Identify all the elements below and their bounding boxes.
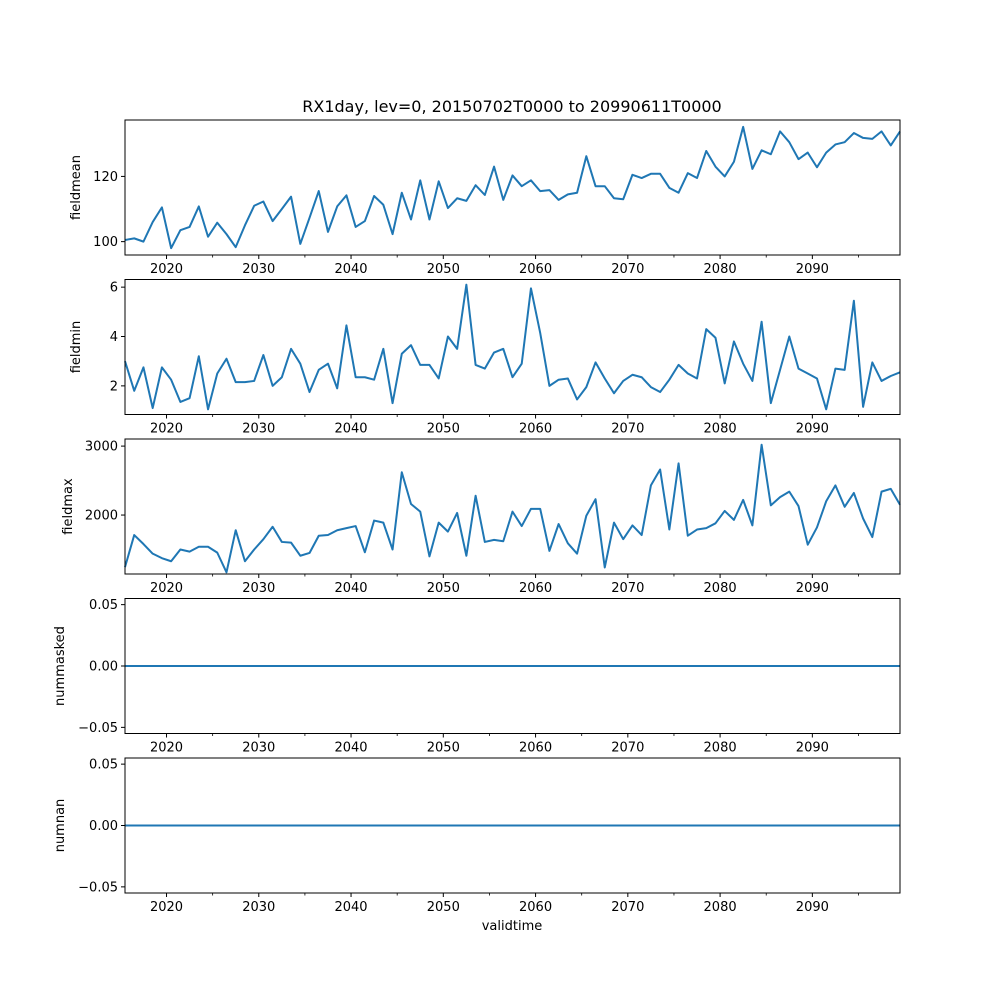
panel-fieldmean: 100 120 2020 2030 2040 2050 2060 2070 2080 2090 fi…	[69, 119, 901, 277]
fieldmean-x-tick-label: 2020	[150, 262, 183, 277]
fieldmin-x-tick-label: 2040	[334, 422, 367, 437]
fieldmax-series-line	[124, 443, 901, 574]
numnan-x-tick-label: 2020	[150, 900, 183, 915]
numnan-x-tick-label: 2090	[796, 900, 829, 915]
numnan-x-tick-label: 2040	[334, 900, 367, 915]
fieldmin-y-tick-label: 2	[110, 379, 118, 394]
panel-fieldmax: 2000 3000 2020 2030 2040 2050 2060 2070 2080 2090…	[61, 438, 901, 596]
nummasked-y-tick-label: −0.05	[78, 721, 118, 736]
fieldmax-x-tick-label: 2030	[242, 581, 275, 596]
fieldmax-x-tick-label: 2040	[334, 581, 367, 596]
numnan-x-tick-label: 2070	[611, 900, 644, 915]
nummasked-y-tick-label: 0.05	[89, 598, 118, 613]
fieldmean-x-tick-label: 2080	[704, 262, 737, 277]
fieldmin-x-tick-label: 2070	[611, 422, 644, 437]
fieldmax-x-tick-label: 2050	[427, 581, 460, 596]
numnan-y-tick-label: 0.05	[89, 758, 118, 773]
fieldmax-x-tick-label: 2020	[150, 581, 183, 596]
fieldmean-x-tick-label: 2060	[519, 262, 552, 277]
fieldmin-x-tick-label: 2030	[242, 422, 275, 437]
fieldmax-x-tick-label: 2090	[796, 581, 829, 596]
numnan-y-tick-label: 0.00	[89, 819, 118, 834]
fieldmin-x-tick-label: 2050	[427, 422, 460, 437]
nummasked-y-tick-label: 0.00	[89, 660, 118, 675]
numnan-x-tick-label: 2050	[427, 900, 460, 915]
fieldmin-x-tick-label: 2080	[704, 422, 737, 437]
fieldmean-y-tick-label: 100	[93, 235, 118, 250]
numnan-y-tick-label: −0.05	[78, 880, 118, 895]
numnan-x-tick-label: 2060	[519, 900, 552, 915]
fieldmin-y-tick-label: 4	[110, 330, 118, 345]
numnan-y-axis-label: numnan	[53, 799, 68, 853]
fieldmax-y-axis-label: fieldmax	[61, 478, 76, 535]
numnan-x-tick-label: 2030	[242, 900, 275, 915]
fieldmax-axes-frame	[124, 438, 901, 575]
nummasked-x-tick-label: 2030	[242, 741, 275, 756]
nummasked-x-tick-label: 2070	[611, 741, 644, 756]
fieldmin-x-tick-label: 2090	[796, 422, 829, 437]
nummasked-x-tick-label: 2090	[796, 741, 829, 756]
fieldmax-x-tick-label: 2080	[704, 581, 737, 596]
fieldmin-y-tick-label: 6	[110, 281, 118, 296]
nummasked-x-tick-label: 2050	[427, 741, 460, 756]
fieldmin-x-tick-label: 2060	[519, 422, 552, 437]
fieldmean-series-line	[124, 125, 901, 250]
panel-numnan: −0.05 0.00 0.05 2020 2030 2040 2050 2060 2070 208…	[53, 757, 901, 915]
fieldmean-x-tick-label: 2050	[427, 262, 460, 277]
panel-fieldmin: 2 4 6 2020 2030 2040 2050 2060 2070 2080 2090 field…	[69, 279, 901, 437]
x-axis-label: validtime	[482, 919, 543, 934]
fieldmin-axes-frame	[124, 279, 901, 415]
fieldmean-axes-frame	[124, 119, 901, 256]
fieldmean-x-tick-label: 2040	[334, 262, 367, 277]
nummasked-y-axis-label: nummasked	[53, 626, 68, 706]
nummasked-x-tick-label: 2060	[519, 741, 552, 756]
nummasked-x-tick-label: 2040	[334, 741, 367, 756]
fieldmin-series-line	[124, 283, 901, 411]
fieldmin-y-axis-label: fieldmin	[69, 321, 84, 374]
fieldmean-x-tick-label: 2090	[796, 262, 829, 277]
fieldmax-x-tick-label: 2070	[611, 581, 644, 596]
subplots: 100 120 2020 2030 2040 2050 2060 2070 2080 2090 fi…	[53, 119, 901, 915]
fieldmean-x-tick-label: 2070	[611, 262, 644, 277]
numnan-x-tick-label: 2080	[704, 900, 737, 915]
fieldmean-y-axis-label: fieldmean	[69, 155, 84, 220]
nummasked-x-tick-label: 2020	[150, 741, 183, 756]
nummasked-x-tick-label: 2080	[704, 741, 737, 756]
fieldmax-y-tick-label: 2000	[85, 509, 118, 524]
panel-nummasked: −0.05 0.00 0.05 2020 2030 2040 2050 2060 2070 208…	[53, 598, 901, 756]
fieldmean-x-tick-label: 2030	[242, 262, 275, 277]
chart-title: RX1day, lev=0, 20150702T0000 to 20990611…	[302, 97, 721, 116]
fieldmin-x-tick-label: 2020	[150, 422, 183, 437]
fieldmax-x-tick-label: 2060	[519, 581, 552, 596]
fieldmax-y-tick-label: 3000	[85, 440, 118, 455]
fieldmean-y-tick-label: 120	[93, 170, 118, 185]
